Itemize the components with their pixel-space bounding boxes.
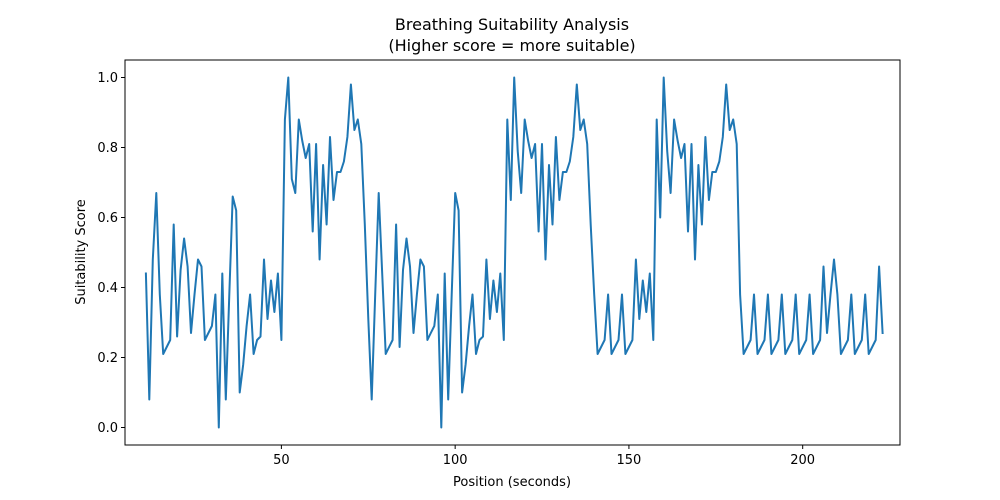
x-tick-label: 200 (790, 453, 815, 468)
y-axis: 0.0 0.2 0.4 0.6 0.8 1.0 (97, 71, 125, 436)
plot-frame (124, 59, 901, 446)
chart-title: Breathing Suitability Analysis (395, 15, 629, 34)
y-tick-label: 0.4 (97, 281, 118, 296)
y-tick-label: 0.2 (97, 351, 118, 366)
x-tick-label: 50 (273, 453, 290, 468)
y-tick-label: 1.0 (97, 71, 118, 86)
x-tick-label: 150 (617, 453, 642, 468)
x-tick-label: 100 (443, 453, 468, 468)
y-tick-label: 0.0 (97, 421, 118, 436)
series-line (144, 76, 884, 429)
chart-subtitle: (Higher score = more suitable) (388, 36, 635, 55)
y-tick-label: 0.8 (97, 141, 118, 156)
x-axis-label: Position (seconds) (453, 475, 571, 490)
x-axis: 50 100 150 200 (273, 445, 815, 468)
y-tick-label: 0.6 (97, 211, 118, 226)
y-axis-label: Suitability Score (74, 199, 89, 305)
